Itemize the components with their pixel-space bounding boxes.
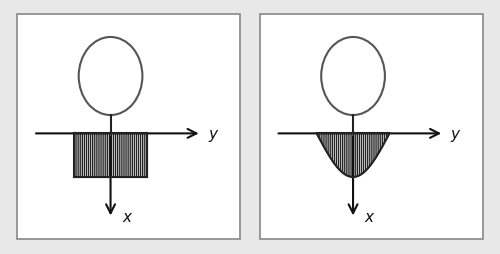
Bar xyxy=(74,134,147,177)
Text: x: x xyxy=(122,209,131,224)
Text: x: x xyxy=(364,209,374,224)
Polygon shape xyxy=(316,134,390,177)
FancyBboxPatch shape xyxy=(18,15,240,239)
Text: y: y xyxy=(451,126,460,141)
Text: y: y xyxy=(208,126,218,141)
FancyBboxPatch shape xyxy=(260,15,482,239)
